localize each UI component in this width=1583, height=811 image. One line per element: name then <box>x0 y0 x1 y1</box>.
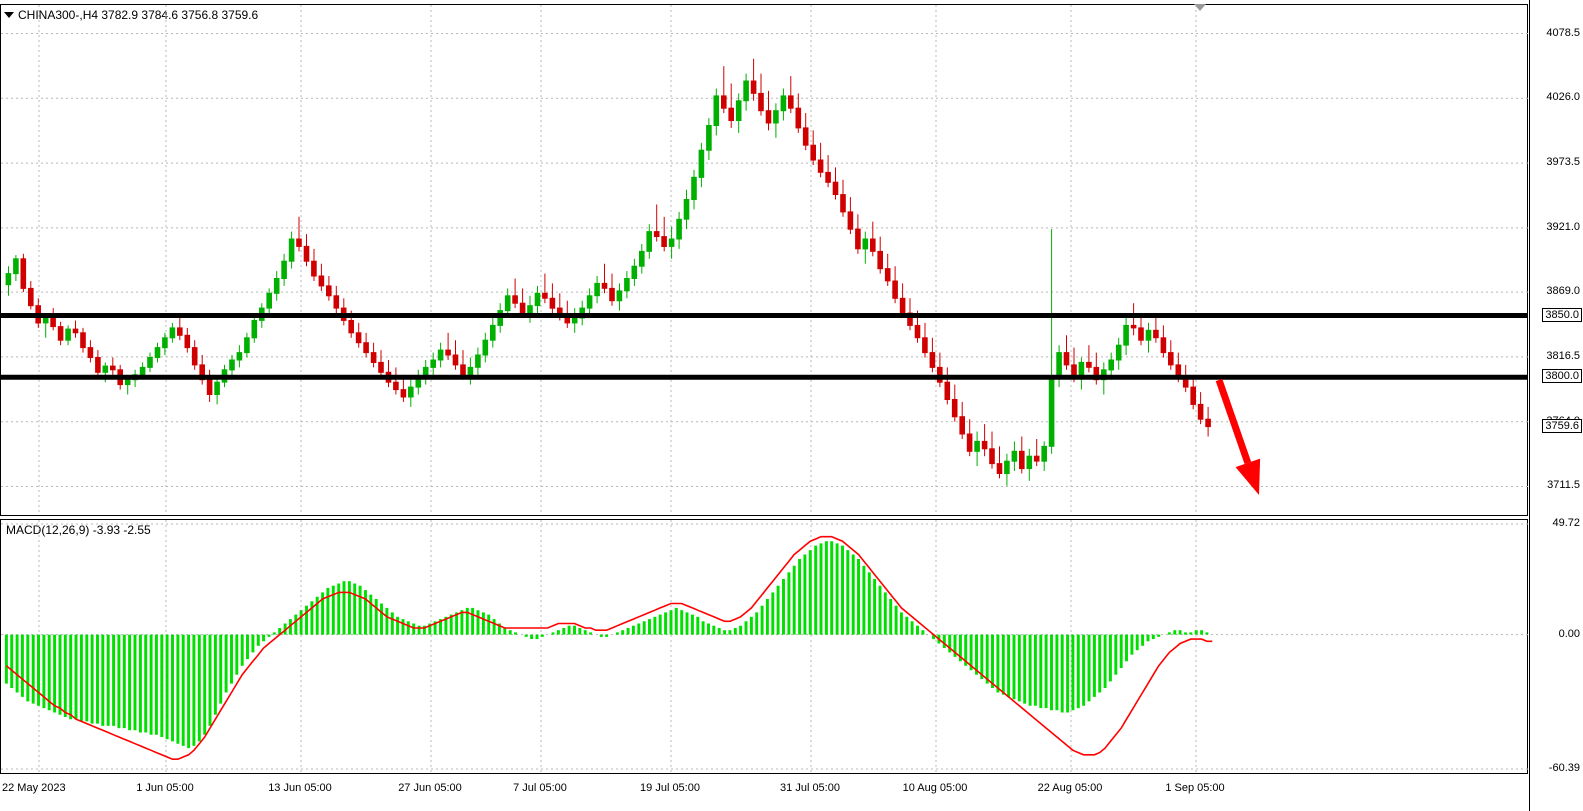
price-axis-tick: 3711.5 <box>1547 479 1580 492</box>
macd-chart-canvas <box>1 520 1528 773</box>
time-axis-tick: 10 Aug 05:00 <box>902 782 968 794</box>
time-axis-tick: 13 Jun 05:00 <box>268 782 332 794</box>
time-axis-tick: 7 Jul 05:00 <box>513 782 567 794</box>
macd-panel <box>0 519 1528 774</box>
triangle-down-icon[interactable] <box>4 12 14 18</box>
price-axis-tick: 4026.0 <box>1546 91 1580 104</box>
macd-axis-tick: -60.39 <box>1548 762 1580 774</box>
time-axis-tick: 31 Jul 05:00 <box>780 782 840 794</box>
price-level-tag: 3759.6 <box>1542 419 1582 434</box>
price-axis-tick: 3921.0 <box>1546 220 1580 233</box>
time-axis-tick: 19 Jul 05:00 <box>640 782 700 794</box>
price-axis-tick: 3973.5 <box>1546 156 1580 169</box>
price-axis-tick: 3816.5 <box>1546 349 1580 362</box>
time-axis-tick: 22 May 2023 <box>2 782 66 794</box>
time-axis-tick: 1 Jun 05:00 <box>136 782 194 794</box>
price-axis-tick: 3869.0 <box>1546 285 1580 298</box>
time-axis-tick: 22 Aug 05:00 <box>1037 782 1103 794</box>
time-axis-tick: 1 Sep 05:00 <box>1165 782 1225 794</box>
price-level-tag: 3800.0 <box>1542 369 1582 384</box>
symbol-label: CHINA300-,H4 3782.9 3784.6 3756.8 3759.6 <box>18 8 259 22</box>
price-chart-canvas <box>1 5 1528 515</box>
time-axis: 22 May 2023 1 Jun 05:00 13 Jun 05:00 27 Jun… <box>0 776 1529 811</box>
triangle-marker-icon <box>1194 4 1206 11</box>
price-axis-tick: 4078.5 <box>1546 26 1580 39</box>
macd-indicator-label: MACD(12,26,9) -3.93 -2.55 <box>6 523 151 537</box>
macd-axis-tick: 0.00 <box>1558 627 1580 640</box>
macd-axis-tick: 49.72 <box>1552 517 1580 529</box>
price-level-tag: 3850.0 <box>1542 307 1582 322</box>
time-axis-tick: 27 Jun 05:00 <box>398 782 462 794</box>
price-axis[interactable]: 4078.54026.03973.53921.03869.03816.53764… <box>1529 0 1583 811</box>
price-panel <box>0 4 1528 516</box>
